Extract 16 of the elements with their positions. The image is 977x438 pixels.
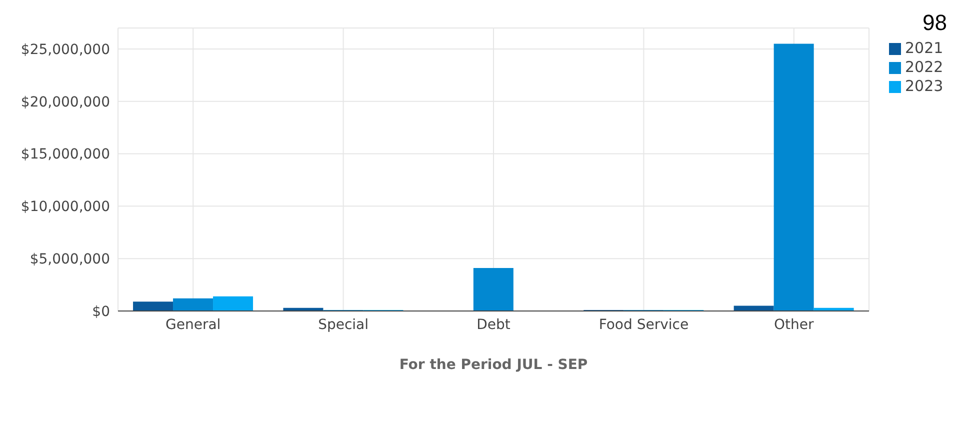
y-tick-label: $25,000,000: [20, 42, 110, 58]
legend-label: 2023: [905, 77, 944, 95]
x-tick-label: Food Service: [598, 316, 689, 333]
y-tick-label: $15,000,000: [20, 146, 110, 163]
legend-label: 2022: [905, 58, 944, 76]
x-axis-title: For the Period JUL - SEP: [399, 357, 588, 373]
y-tick-label: $0: [92, 304, 110, 320]
text: 98: [922, 10, 947, 36]
legend-label: 2021: [905, 39, 944, 57]
x-tick-label: Debt: [476, 316, 511, 333]
y-tick-label: $20,000,000: [20, 94, 110, 110]
y-tick-label: $10,000,000: [20, 199, 110, 216]
x-tick-label: Special: [318, 316, 369, 333]
x-tick-label: Other: [774, 316, 814, 333]
y-tick-label: $5,000,000: [30, 252, 110, 268]
x-tick-label: General: [166, 316, 221, 333]
